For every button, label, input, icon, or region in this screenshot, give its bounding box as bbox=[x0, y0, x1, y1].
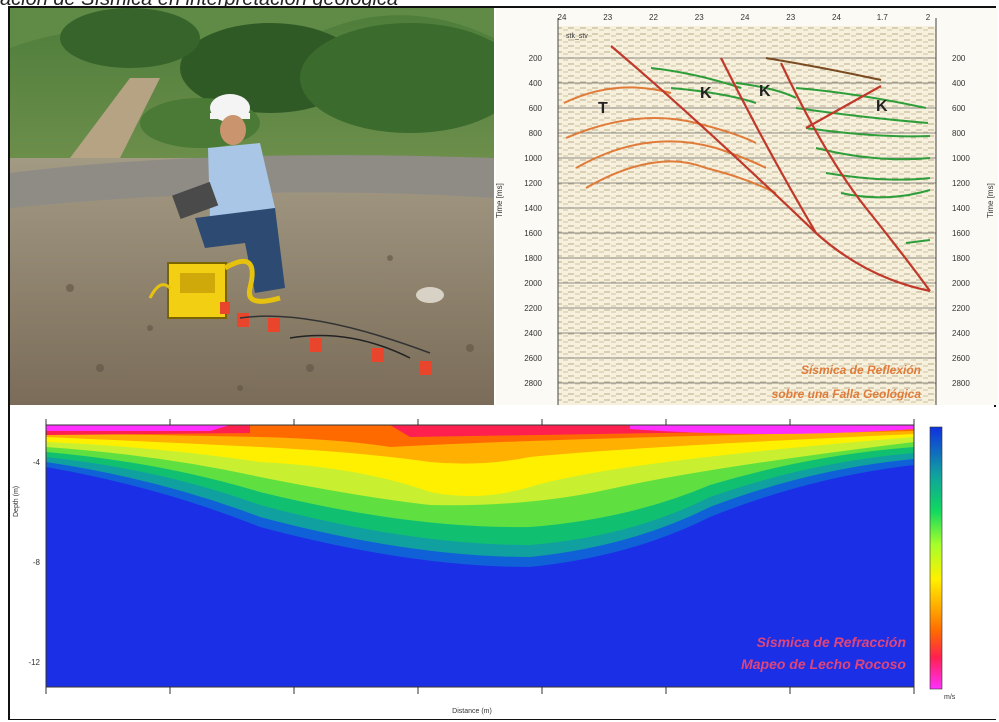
time-tick-left: 1600 bbox=[524, 229, 542, 238]
time-tick-right: 1000 bbox=[952, 154, 970, 163]
time-tick-right: 2800 bbox=[952, 379, 970, 388]
time-tick-left: 1000 bbox=[524, 154, 542, 163]
time-tick-right: 1400 bbox=[952, 204, 970, 213]
time-tick-left: 1800 bbox=[524, 254, 542, 263]
refraction-x-axis-label: Distance (m) bbox=[452, 708, 492, 715]
time-tick-left: 200 bbox=[529, 54, 543, 63]
time-tick-right: 1600 bbox=[952, 229, 970, 238]
reflection-caption-line2: sobre una Falla Geológica bbox=[772, 387, 922, 401]
time-tick-left: 800 bbox=[529, 129, 543, 138]
legend-unit: m/s bbox=[944, 694, 956, 701]
time-tick-right: 400 bbox=[952, 79, 966, 88]
trace-tick: 24 bbox=[558, 13, 567, 22]
time-tick-left: 2200 bbox=[524, 304, 542, 313]
field-photo bbox=[10, 8, 494, 405]
reflection-caption-line1: Sísmica de Reflexión bbox=[801, 363, 921, 377]
top-caption: ación de Sísmica en interpretación geoló… bbox=[0, 0, 999, 8]
refraction-y-axis-label: Depth (m) bbox=[13, 486, 20, 517]
trace-tick: 23 bbox=[695, 13, 704, 22]
reflection-y-axis-label-right: Time [ms] bbox=[986, 183, 995, 218]
time-tick-right: 200 bbox=[952, 54, 966, 63]
time-tick-right: 2600 bbox=[952, 354, 970, 363]
reflection-y-axis-label: Time [ms] bbox=[496, 183, 504, 218]
trace-tick: 24 bbox=[741, 13, 750, 22]
time-tick-right: 1200 bbox=[952, 179, 970, 188]
time-tick-right: 2200 bbox=[952, 304, 970, 313]
refraction-caption-line2: Mapeo de Lecho Rocoso bbox=[741, 656, 906, 672]
depth-tick: -8 bbox=[33, 558, 41, 567]
time-tick-left: 2800 bbox=[524, 379, 542, 388]
trace-tick: 2 bbox=[926, 13, 931, 22]
time-tick-right: 2000 bbox=[952, 279, 970, 288]
depth-tick: -12 bbox=[28, 658, 40, 667]
time-tick-left: 1200 bbox=[524, 179, 542, 188]
unit-label-k3: K bbox=[876, 98, 888, 115]
seismic-refraction-tomogram: -4 -8 -12 m/s Distance (m) Depth (m) Sísmi… bbox=[10, 407, 996, 719]
depth-tick: -4 bbox=[33, 458, 41, 467]
unit-label-k2: K bbox=[759, 83, 771, 100]
time-tick-left: 400 bbox=[529, 79, 543, 88]
unit-label-k1: K bbox=[700, 85, 712, 102]
time-tick-left: 600 bbox=[529, 104, 543, 113]
trace-label: stk_stv bbox=[566, 33, 588, 40]
time-tick-right: 1800 bbox=[952, 254, 970, 263]
time-tick-right: 2400 bbox=[952, 329, 970, 338]
trace-tick: 23 bbox=[603, 13, 612, 22]
time-tick-left: 1400 bbox=[524, 204, 542, 213]
time-tick-left: 2400 bbox=[524, 329, 542, 338]
trace-tick: 24 bbox=[832, 13, 841, 22]
refraction-caption-line1: Sísmica de Refracción bbox=[757, 634, 906, 650]
time-tick-right: 800 bbox=[952, 129, 966, 138]
velocity-color-legend bbox=[929, 426, 943, 690]
time-tick-left: 2000 bbox=[524, 279, 542, 288]
trace-tick: 1.7 bbox=[877, 13, 889, 22]
trace-tick: 23 bbox=[786, 13, 795, 22]
unit-label-t: T bbox=[598, 100, 608, 117]
time-tick-left: 2600 bbox=[524, 354, 542, 363]
time-tick-right: 600 bbox=[952, 104, 966, 113]
trace-tick: 22 bbox=[649, 13, 658, 22]
seismic-reflection-section: 200 400 600 800 1000 1200 1400 1600 1800 2000 2200… bbox=[496, 8, 998, 405]
